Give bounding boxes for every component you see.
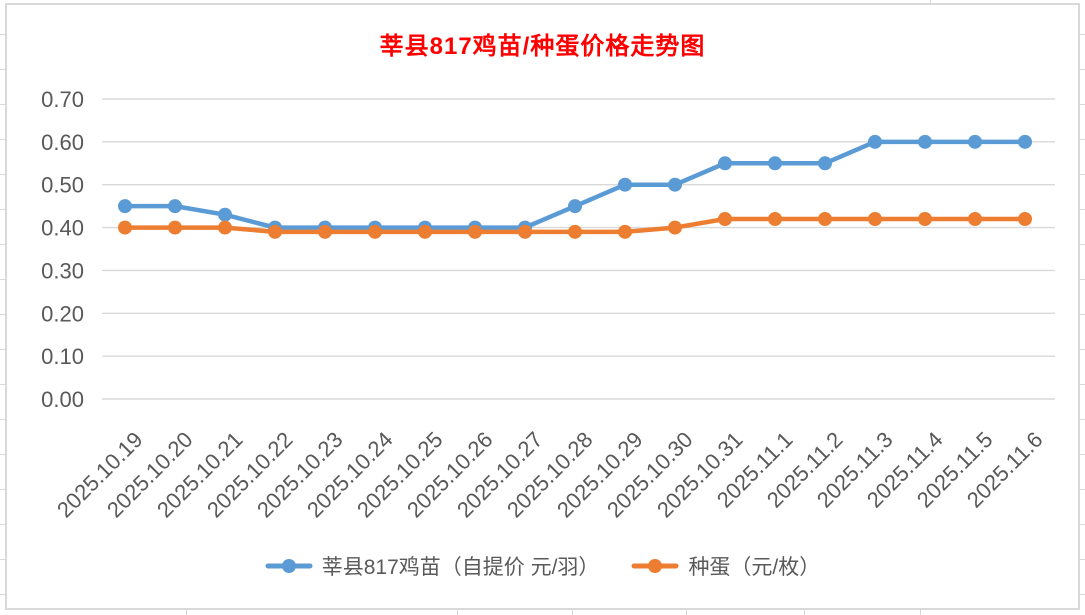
legend-label: 莘县817鸡苗（自提价 元/羽） <box>321 556 600 579</box>
svg-text:0.30: 0.30 <box>41 258 84 283</box>
chart-object[interactable] <box>5 3 1080 610</box>
series-1[interactable] <box>118 212 1032 239</box>
sheet-column-gridline <box>920 610 921 615</box>
legend-line-marker-icon <box>631 557 679 575</box>
sheet-column-gridline <box>804 610 805 615</box>
svg-text:0.50: 0.50 <box>41 173 84 198</box>
svg-text:0.60: 0.60 <box>41 130 84 155</box>
chart-legend: 莘县817鸡苗（自提价 元/羽） 种蛋（元/枚） <box>0 551 1085 581</box>
sheet-grid-left-sliver <box>0 0 5 615</box>
legend-item-chick-price[interactable]: 莘县817鸡苗（自提价 元/羽） <box>265 551 600 581</box>
chart-title[interactable]: 莘县817鸡苗/种蛋价格走势图 <box>379 33 706 60</box>
x-axis-labels[interactable]: 2025.10.192025.10.202025.10.212025.10.22… <box>52 427 1048 523</box>
svg-text:0.40: 0.40 <box>41 216 84 241</box>
sheet-column-gridline <box>186 610 187 615</box>
sheet-grid-right-sliver <box>1080 0 1085 615</box>
sheet-column-gridline <box>572 610 573 615</box>
svg-text:0.00: 0.00 <box>41 387 84 412</box>
legend-item-egg-price[interactable]: 种蛋（元/枚） <box>631 551 820 581</box>
sheet-column-gridline <box>686 610 687 615</box>
legend-line-marker-icon <box>265 557 313 575</box>
svg-text:0.70: 0.70 <box>41 87 84 112</box>
svg-text:0.20: 0.20 <box>41 301 84 326</box>
y-axis-labels[interactable]: 0.00 0.10 0.20 0.30 0.40 0.50 0.60 0.70 <box>41 87 84 412</box>
sheet-column-gridline <box>930 0 931 3</box>
legend-label: 种蛋（元/枚） <box>688 556 821 579</box>
svg-text:0.10: 0.10 <box>41 344 84 369</box>
sheet-column-gridline <box>457 610 458 615</box>
